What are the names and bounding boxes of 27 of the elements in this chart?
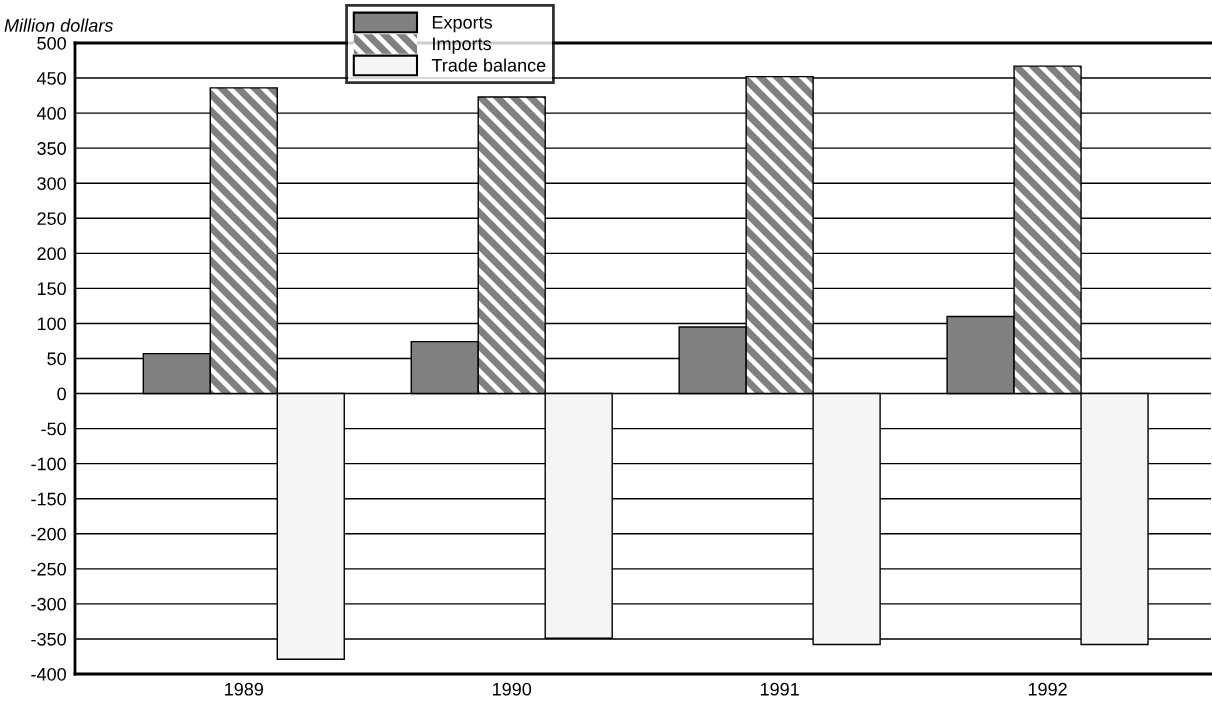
y-tick-label: 100 bbox=[37, 317, 66, 331]
y-tick-label: 400 bbox=[36, 107, 66, 120]
y-tick-label: 350 bbox=[37, 142, 66, 155]
y-tick-label: 450 bbox=[36, 71, 66, 85]
x-tick-label: 1990 bbox=[493, 682, 532, 696]
legend-label: Exports bbox=[432, 16, 493, 33]
y-tick-label: -250 bbox=[31, 562, 66, 576]
y-tick-label: 500 bbox=[37, 36, 66, 50]
x-tick-label: 1989 bbox=[225, 682, 264, 696]
y-tick-label: 150 bbox=[37, 282, 66, 296]
y-tick-label: -100 bbox=[31, 457, 66, 471]
y-tick-label: 50 bbox=[47, 352, 66, 366]
x-tick-label: 1991 bbox=[760, 682, 799, 696]
y-tick-label: -50 bbox=[41, 422, 66, 436]
y-tick-label: 300 bbox=[37, 177, 66, 190]
y-axis-title: Million dollars bbox=[4, 18, 113, 32]
y-tick-label: -150 bbox=[31, 492, 66, 506]
y-tick-label: 0 bbox=[57, 387, 66, 401]
x-tick-label: 1992 bbox=[1028, 682, 1067, 696]
y-tick-label: -400 bbox=[31, 667, 66, 681]
y-tick-label: 200 bbox=[37, 247, 66, 261]
y-tick-label: -300 bbox=[31, 597, 66, 611]
y-tick-label: 250 bbox=[37, 212, 66, 225]
y-tick-label: -350 bbox=[31, 632, 66, 646]
legend-label: Trade balance bbox=[431, 58, 546, 72]
legend-label: Imports bbox=[433, 37, 491, 54]
y-tick-label: -200 bbox=[31, 527, 66, 541]
